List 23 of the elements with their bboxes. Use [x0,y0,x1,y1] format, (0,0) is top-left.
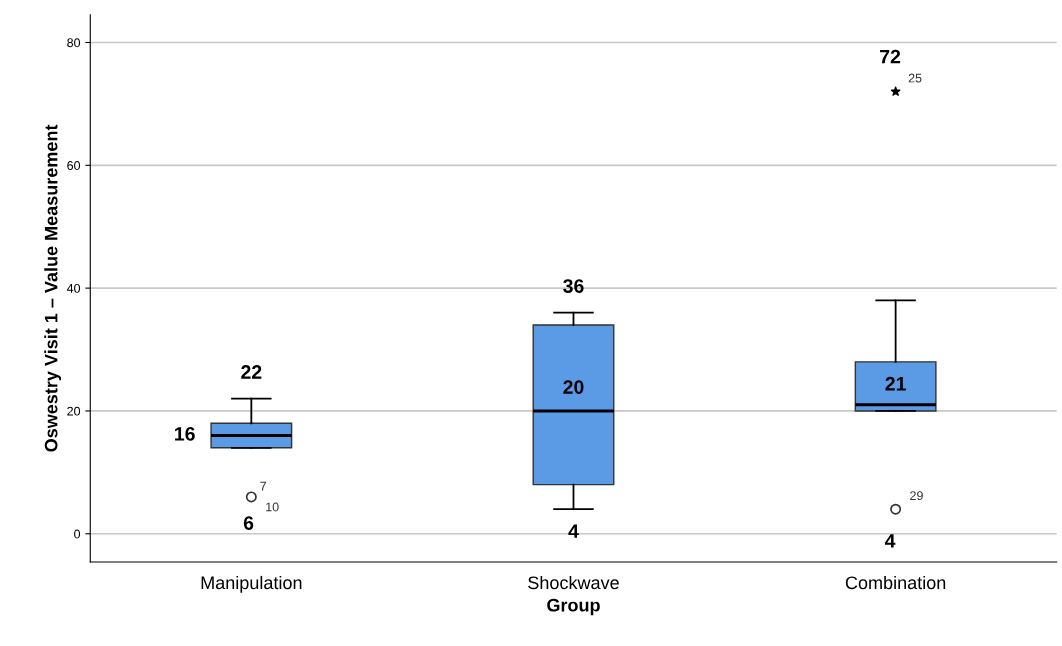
annotation: 25 [908,73,922,83]
annotation: 36 [563,279,584,293]
annotation: 4 [568,524,579,538]
y-tick-label: 20 [67,406,81,416]
x-tick-label: Combination [845,575,946,590]
annotation: 10 [266,502,279,512]
x-axis-title: Group [547,598,600,616]
annotation: 4 [884,534,896,548]
annotation: 29 [910,491,923,501]
y-tick-label: 40 [66,283,81,293]
annotation: 22 [241,365,262,379]
annotation: 7 [260,481,266,491]
x-tick-label: Shockwave [528,575,619,590]
y-axis-title: Oswestry Visit 1 – Value Measurement [44,124,62,452]
annotation: 21 [885,376,906,391]
y-tick-label: 60 [67,161,81,170]
annotation: 6 [243,516,254,530]
y-tick-label: 80 [67,38,81,48]
x-tick-label: Manipulation [201,575,302,593]
annotation: 20 [563,380,584,394]
y-tick-label: 0 [74,529,81,539]
annotation: 16 [175,426,195,441]
annotation: 72 [880,49,901,64]
